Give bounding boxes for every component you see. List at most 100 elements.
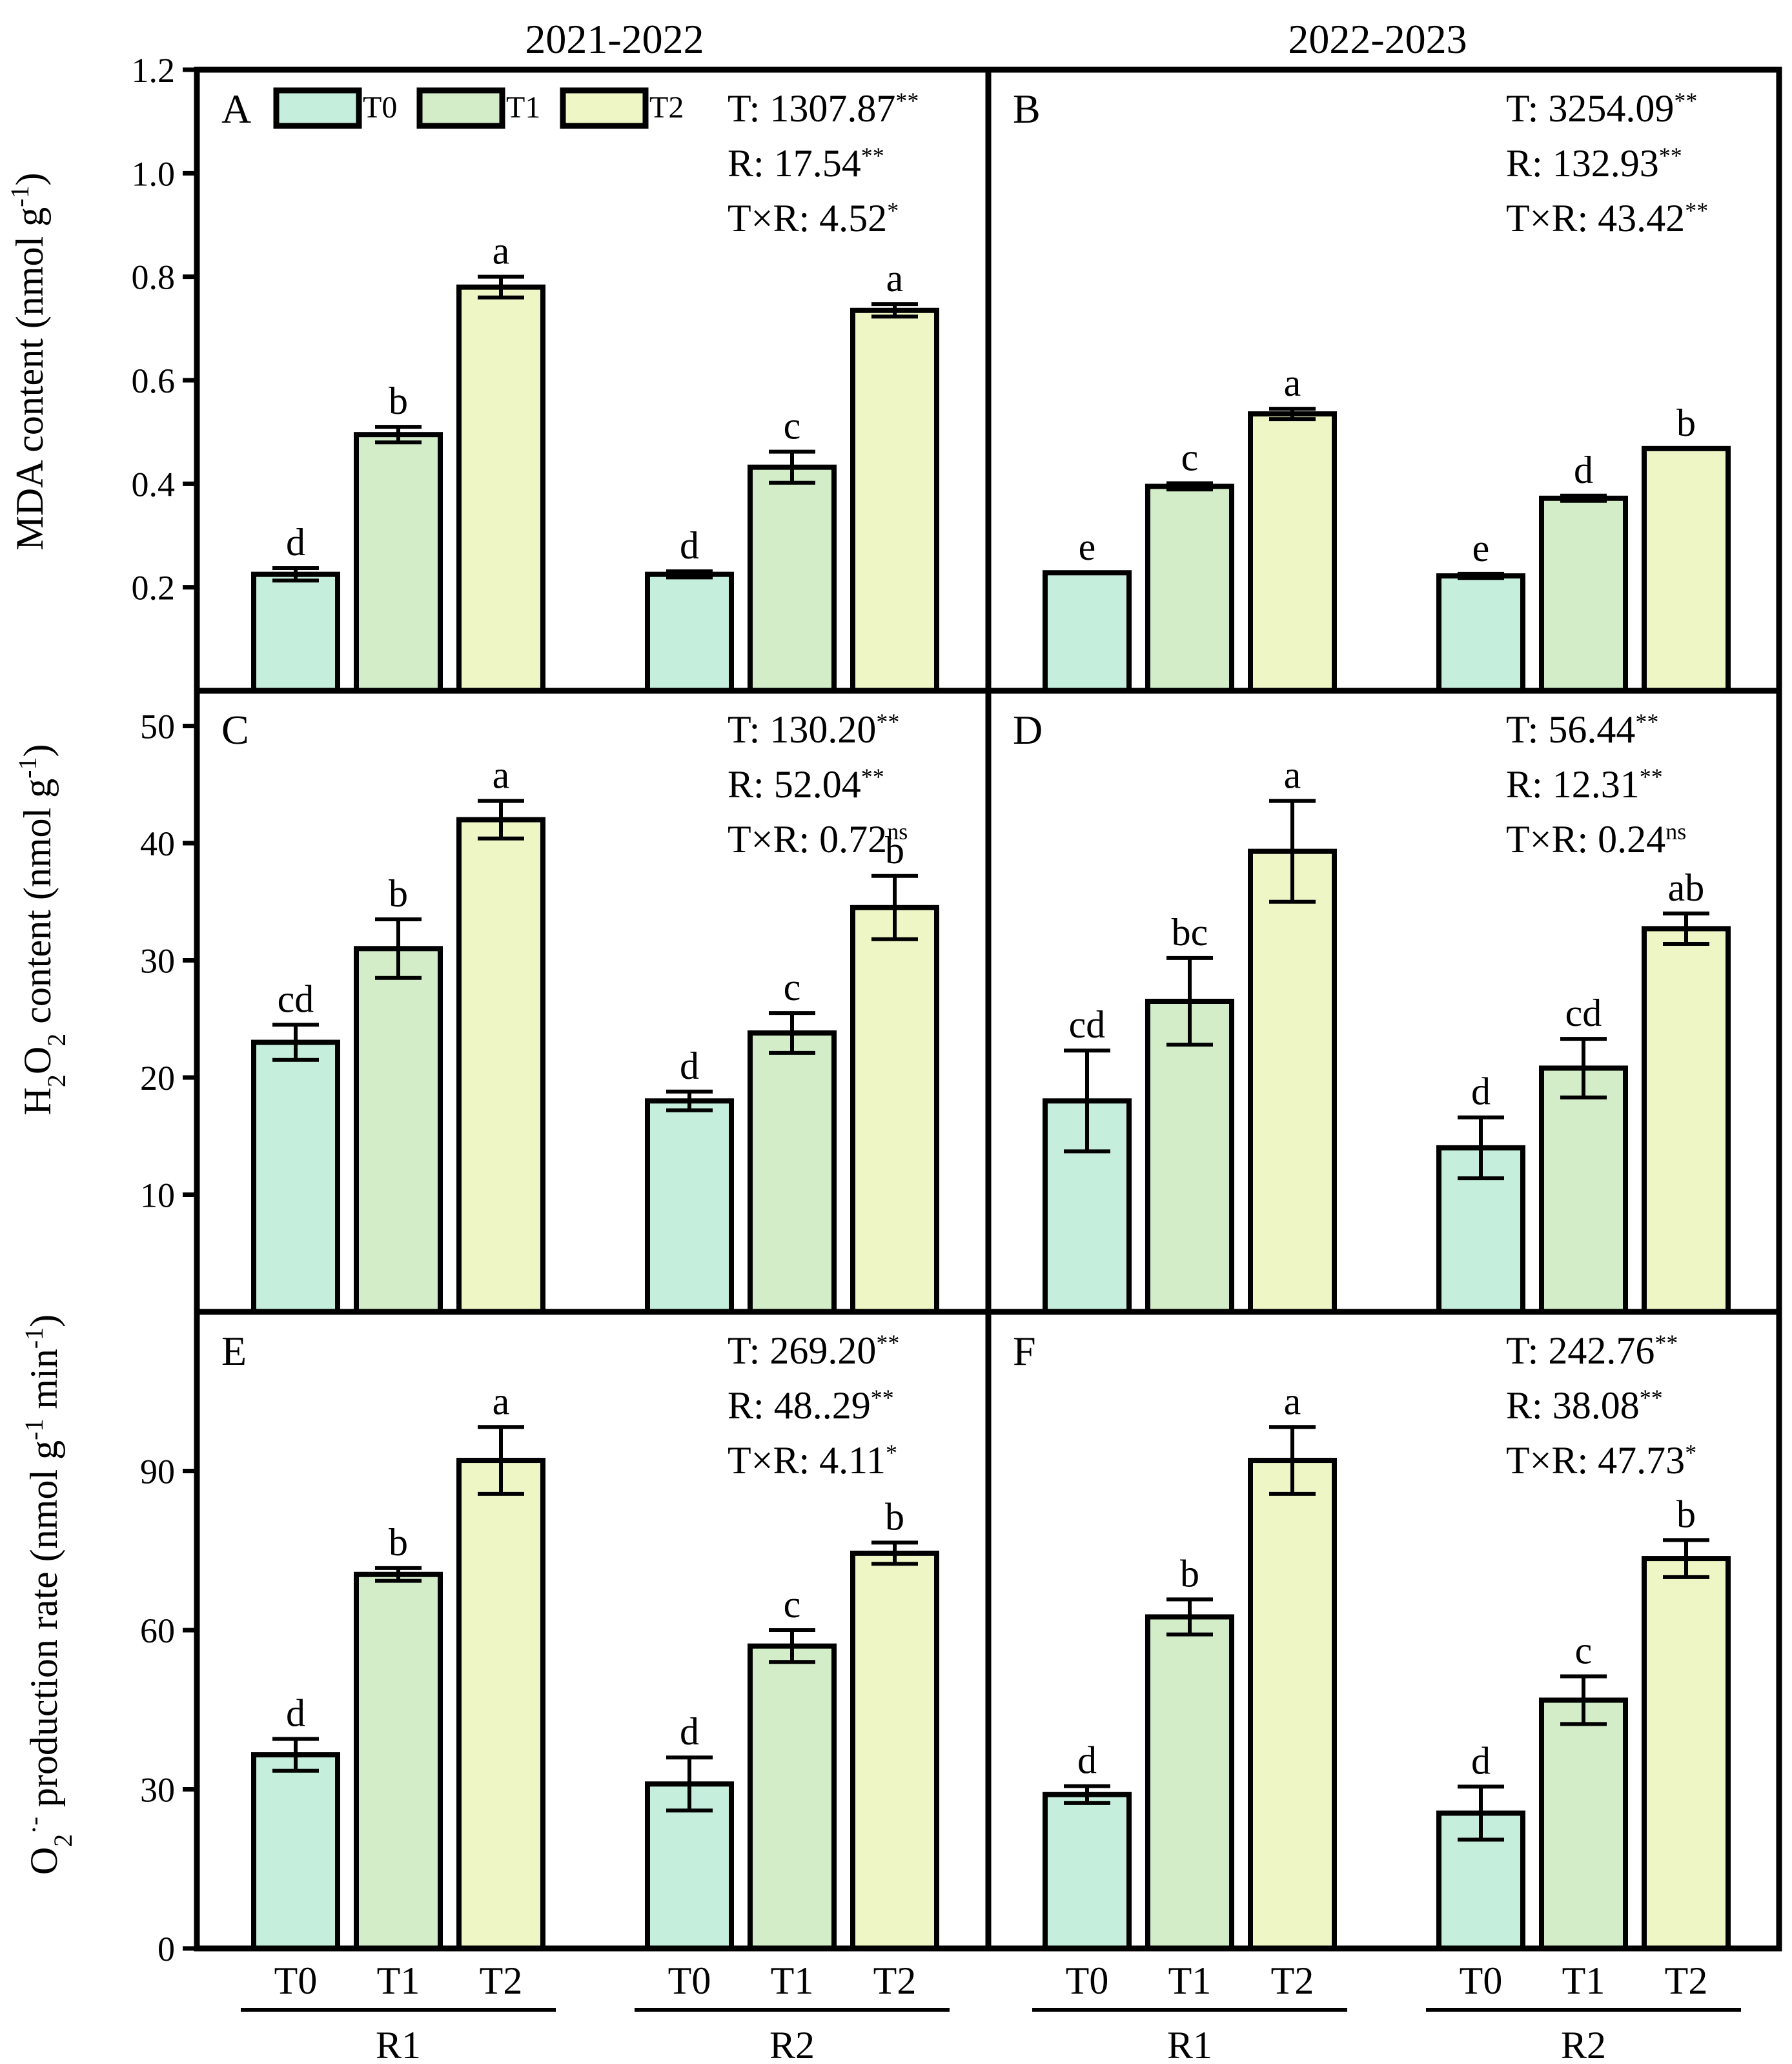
error-bar-e-r2-t1 [769, 1628, 815, 1664]
anova-stat-a: T×R: 4.52* [728, 197, 899, 240]
significance-letter-a: a [886, 257, 904, 300]
bar-d-r1-t1 [1145, 999, 1234, 1314]
bar-f-r1-t2 [1248, 1458, 1337, 1951]
error-bar-b-r2-t0 [1458, 571, 1504, 580]
significance-letter-a: d [680, 524, 699, 567]
panel-letter-b: B [1013, 86, 1041, 132]
y-axis-title-h2o2: H2O2 content (nmol g-1) [13, 744, 71, 1116]
y-tick-label-a: 0.6 [132, 362, 176, 400]
significance-letters-layer: d b a d c a e c a e d b cd b a d c b cd bc a d cd ab d b a d c b d b a d c… [278, 230, 1705, 1783]
anova-stat-c: R: 52.04** [728, 763, 884, 806]
significance-letter-b: e [1079, 526, 1096, 568]
legend-label-t0: T0 [363, 90, 397, 125]
y-tick-label-c: 20 [140, 1059, 175, 1098]
significance-letter-d: cd [1069, 1003, 1106, 1046]
y-tick-label-e: 60 [140, 1611, 175, 1650]
significance-letter-f: b [1180, 1552, 1199, 1595]
error-bar-d-r1-t1 [1166, 955, 1213, 1047]
anova-stat-c: T×R: 0.72ns [728, 818, 908, 861]
y-axis-labels-layer: MDA content (nmol g-1) H2O2 content (nmol… [5, 173, 77, 1875]
anova-stat-e: T: 269.20** [728, 1329, 899, 1372]
error-bar-e-r1-t1 [375, 1566, 422, 1583]
panel-letter-f: F [1013, 1328, 1036, 1374]
significance-letter-f: b [1676, 1493, 1696, 1535]
bar-f-r2-t2 [1642, 1556, 1731, 1951]
error-bar-f-r2-t0 [1458, 1784, 1504, 1842]
anova-stat-b: T: 3254.09** [1506, 87, 1697, 130]
bar-b-r1-t2 [1248, 411, 1337, 693]
error-bar-c-r2-t2 [871, 874, 918, 941]
legend-label-t2: T2 [649, 90, 684, 125]
legend-swatch-t2 [560, 87, 649, 129]
error-bar-b-r2-t1 [1560, 493, 1607, 503]
bar-b-r1-t0 [1043, 570, 1132, 693]
panel-letter-a: A [221, 86, 251, 132]
x-tick-label: T1 [771, 1959, 814, 2002]
error-bar-d-r2-t0 [1458, 1115, 1504, 1181]
bar-f-r1-t1 [1145, 1614, 1234, 1951]
anova-stat-d: R: 12.31** [1506, 763, 1663, 806]
anova-stat-c: T: 130.20** [728, 708, 899, 751]
error-bar-e-r2-t2 [871, 1540, 918, 1566]
x-tick-label: T2 [480, 1959, 523, 2002]
panel-letter-d: D [1013, 707, 1043, 753]
x-tick-label: T2 [873, 1959, 917, 2002]
bar-b-r2-t0 [1436, 573, 1525, 694]
significance-letter-e: b [389, 1521, 408, 1564]
error-bars-layer [272, 274, 1709, 1842]
panel-frames [194, 66, 1782, 1952]
bar-c-r1-t0 [251, 1039, 340, 1315]
panel-frame-right-column [985, 66, 1782, 1952]
error-bar-a-r2-t1 [769, 449, 815, 485]
error-bar-f-r1-t2 [1269, 1425, 1316, 1496]
error-bar-d-r1-t0 [1064, 1048, 1110, 1154]
bar-e-r1-t0 [251, 1752, 340, 1951]
significance-letter-a: d [286, 521, 305, 564]
error-bar-a-r1-t2 [478, 274, 524, 300]
x-tick-label: T1 [1562, 1959, 1605, 2002]
significance-letter-a: b [389, 380, 408, 422]
significance-letter-e: c [784, 1583, 801, 1626]
anova-stats-layer: T: 1307.87** R: 17.54** T×R: 4.52* T: 3254.… [728, 87, 1708, 1482]
error-bar-a-r2-t2 [871, 302, 918, 319]
bar-e-r1-t1 [354, 1571, 443, 1952]
significance-letter-c: a [493, 754, 510, 797]
legend: T0 T1 T2 [273, 87, 684, 129]
bar-a-r1-t2 [456, 284, 545, 693]
significance-letter-d: a [1284, 754, 1301, 797]
anova-stat-b: T×R: 43.42** [1506, 197, 1708, 240]
significance-letter-d: bc [1172, 911, 1208, 954]
column-title-right: 2022-2023 [1288, 16, 1467, 62]
error-bar-d-r1-t2 [1269, 799, 1316, 904]
bar-c-r2-t2 [850, 904, 939, 1314]
significance-letter-c: cd [278, 977, 314, 1020]
bar-a-r2-t2 [850, 307, 939, 693]
group-label: R2 [1561, 2024, 1606, 2064]
significance-letter-e: d [286, 1691, 305, 1734]
error-bar-f-r2-t2 [1663, 1538, 1709, 1579]
bar-c-r2-t0 [645, 1098, 734, 1314]
anova-stat-d: T: 56.44** [1506, 708, 1658, 751]
significance-letter-c: b [885, 829, 904, 872]
bar-d-r1-t2 [1248, 848, 1337, 1315]
y-axes-layer: 0.2 0.4 0.6 0.8 1.0 1.2 10 20 30 40 50 0 30 60 90 [132, 51, 197, 1968]
group-label: R1 [376, 2024, 421, 2064]
error-bar-c-r2-t0 [666, 1089, 713, 1112]
group-label: R1 [1167, 2024, 1212, 2064]
bar-b-r1-t1 [1145, 484, 1234, 693]
significance-letter-b: e [1472, 527, 1490, 569]
error-bar-c-r1-t1 [375, 917, 422, 980]
error-bar-a-r1-t0 [272, 566, 319, 583]
anova-stat-f: T×R: 47.73* [1506, 1439, 1696, 1482]
error-bar-c-r1-t2 [478, 799, 524, 841]
error-bar-f-r1-t1 [1166, 1597, 1213, 1637]
error-bar-a-r2-t0 [666, 569, 713, 580]
significance-letter-b: b [1676, 402, 1696, 444]
significance-letter-f: c [1575, 1629, 1593, 1671]
legend-swatch-t1 [416, 87, 505, 129]
significance-letter-a: a [493, 230, 510, 272]
significance-letter-c: b [389, 872, 408, 915]
anova-stat-b: R: 132.93** [1506, 142, 1682, 185]
y-tick-label-a: 1.0 [132, 154, 176, 193]
bar-e-r2-t2 [850, 1550, 939, 1952]
